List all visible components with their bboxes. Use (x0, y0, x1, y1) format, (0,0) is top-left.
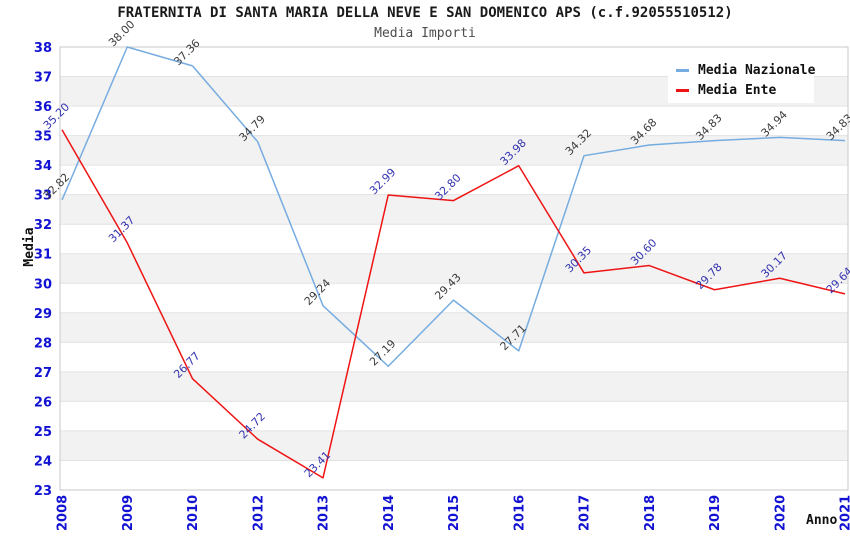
y-tick-label: 34 (34, 159, 52, 174)
y-tick-label: 30 (34, 277, 52, 292)
y-tick-label: 29 (34, 307, 52, 322)
nazionale-line-swatch (676, 68, 689, 72)
y-tick-label: 26 (34, 395, 52, 410)
y-tick-label: 28 (34, 336, 52, 351)
grid-band (60, 430, 848, 461)
x-tick-label: 2012 (251, 495, 266, 531)
y-tick-label: 31 (34, 248, 52, 263)
x-tick-label: 2008 (56, 495, 71, 531)
x-tick-label: 2021 (839, 495, 850, 531)
legend-item-ente: Media Ente (676, 83, 814, 98)
y-tick-label: 38 (34, 41, 52, 56)
ente-line (61, 129, 846, 479)
x-tick-label: 2015 (447, 495, 462, 531)
x-tick-label: 2017 (578, 495, 593, 531)
y-tick-label: 35 (34, 130, 52, 145)
chart-subtitle: Media Importi (374, 26, 476, 41)
x-tick-label: 2010 (186, 495, 201, 531)
plot-border (59, 46, 849, 491)
grid-band (60, 312, 848, 343)
x-tick-label: 2019 (708, 495, 723, 531)
legend-label-ente: Media Ente (698, 82, 777, 98)
y-tick-label: 33 (34, 189, 52, 204)
legend-item-nazionale: Media Nazionale (676, 62, 816, 78)
legend-label-nazionale: Media Nazionale (698, 62, 816, 78)
x-tick-label: 2016 (512, 495, 527, 531)
x-tick-label: 2009 (121, 495, 136, 531)
y-tick-label: 37 (34, 71, 52, 86)
x-tick-label: 2018 (643, 495, 658, 531)
ente-value-label: 32.99 (367, 166, 398, 197)
x-tick-label: 2020 (773, 495, 788, 531)
y-tick-label: 23 (34, 484, 52, 499)
y-tick-label: 25 (34, 425, 52, 440)
legend: Media Nazionale Media Ente (668, 57, 816, 103)
x-tick-label: 2014 (382, 495, 397, 531)
x-tick-label: 2013 (317, 495, 332, 531)
y-tick-label: 27 (34, 366, 52, 381)
grid-band (60, 253, 848, 284)
nazionale-value-label: 34.94 (759, 108, 790, 139)
chart-title: FRATERNITA DI SANTA MARIA DELLA NEVE E S… (117, 5, 733, 21)
nazionale-value-label: 37.36 (171, 37, 202, 68)
x-axis-title: Anno (806, 513, 837, 528)
nazionale-line (61, 46, 846, 368)
y-tick-label: 24 (34, 454, 52, 469)
y-tick-label: 36 (34, 100, 52, 115)
grid-band (60, 194, 848, 225)
y-tick-label: 32 (34, 218, 52, 233)
ente-line-swatch (676, 88, 689, 92)
y-axis-title: Media (22, 227, 37, 266)
